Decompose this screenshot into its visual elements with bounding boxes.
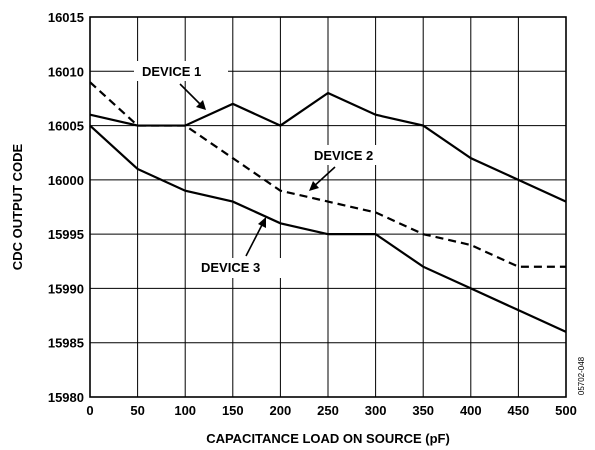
x-tick-label: 250 [317,403,339,418]
x-tick-label: 450 [508,403,530,418]
device-1-label: DEVICE 1 [142,64,201,79]
device-3-arrow [245,220,265,257]
device-1-label-bg [134,61,228,81]
y-tick-label: 16010 [48,64,84,79]
x-tick-label: 350 [412,403,434,418]
device-3-label-bg [196,258,282,278]
x-tick-label: 300 [365,403,387,418]
series-line-device-3 [89,124,567,333]
y-tick-label: 15980 [48,390,84,405]
y-tick-label: 15990 [48,281,84,296]
y-tick-labels: 15980 15985 15990 15995 16000 16005 16010 16015 [48,10,84,405]
device-2-label: DEVICE 2 [314,148,373,163]
device-1-arrowhead [196,100,206,110]
x-axis-title: CAPACITANCE LOAD ON SOURCE (pF) [206,431,450,446]
x-tick-label: 150 [222,403,244,418]
x-tick-labels: 0 50 100 150 200 250 300 350 400 450 500 [86,403,576,418]
device-3-arrowhead [258,217,266,228]
device-3-label: DEVICE 3 [201,260,260,275]
y-axis-title: CDC OUTPUT CODE [10,143,25,270]
x-tick-label: 200 [270,403,292,418]
series-lines [89,81,567,333]
device-2-arrowhead [309,181,319,191]
y-tick-label: 16015 [48,10,84,25]
y-tick-label: 16000 [48,173,84,188]
x-tick-label: 0 [86,403,93,418]
plot-frame [89,16,567,398]
device-2-label-bg [308,145,394,165]
y-tick-label: 15985 [48,336,84,351]
y-tick-label: 15995 [48,227,84,242]
x-tick-label: 50 [130,403,144,418]
y-tick-label: 16005 [48,119,84,134]
figure-id: 05702-048 [577,356,586,395]
x-tick-label: 500 [555,403,577,418]
x-tick-label: 100 [174,403,196,418]
x-tick-label: 400 [460,403,482,418]
series-line-device-2 [89,81,566,268]
